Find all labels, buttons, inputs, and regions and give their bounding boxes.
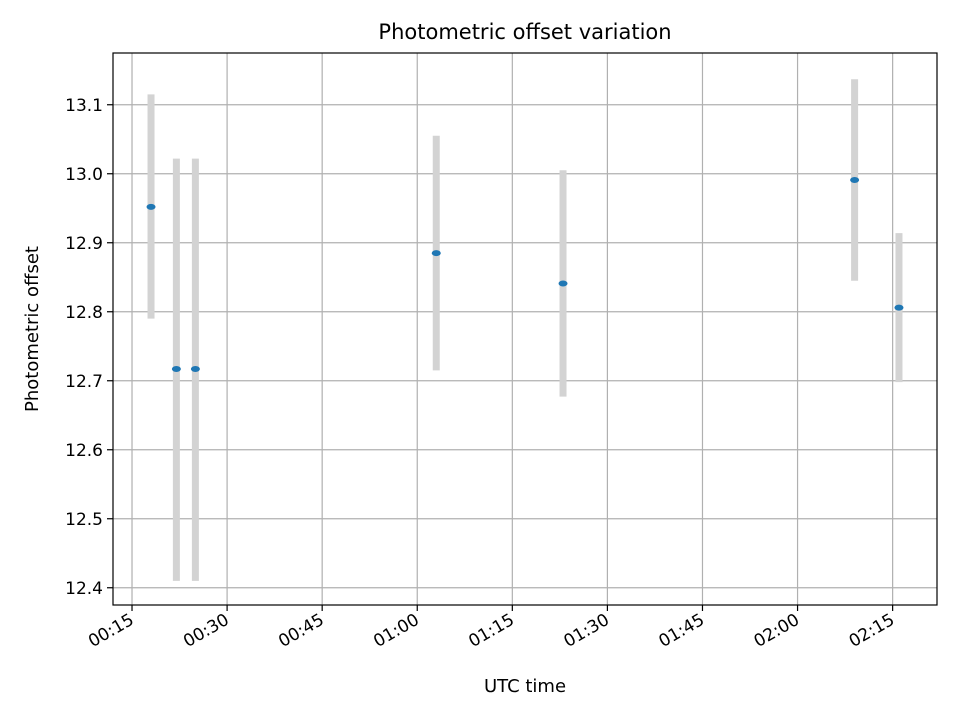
data-points — [146, 176, 904, 373]
y-axis-label: Photometric offset — [22, 246, 43, 412]
data-point — [850, 176, 860, 183]
x-tick-label: 00:15 — [85, 610, 137, 652]
chart-title: Photometric offset variation — [378, 20, 671, 44]
data-point — [190, 366, 200, 373]
y-axis-ticks: 12.4 12.5 12.6 12.7 12.8 12.9 13.0 13.1 — [65, 96, 113, 599]
grid-lines — [113, 53, 937, 605]
data-point — [146, 203, 156, 210]
data-point — [171, 366, 181, 373]
y-tick-label: 13.0 — [65, 165, 103, 185]
x-tick-label: 02:00 — [751, 610, 803, 652]
x-tick-label: 01:00 — [370, 610, 422, 652]
error-bars — [147, 79, 903, 581]
x-tick-label: 01:45 — [656, 610, 708, 652]
x-tick-label: 01:15 — [465, 610, 517, 652]
x-tick-label: 01:30 — [560, 610, 612, 652]
x-axis-label: UTC time — [484, 676, 566, 697]
y-tick-label: 12.4 — [65, 579, 103, 599]
x-tick-label: 02:15 — [846, 610, 898, 652]
plot-frame — [112, 52, 938, 606]
y-tick-label: 12.6 — [65, 441, 103, 461]
data-point — [558, 280, 568, 287]
data-point — [894, 304, 904, 311]
y-tick-label: 12.8 — [65, 303, 103, 323]
x-axis-ticks: 00:15 00:30 00:45 01:00 01:15 01:30 01:45 02:00… — [85, 605, 898, 652]
y-tick-label: 13.1 — [65, 96, 103, 116]
y-tick-label: 12.9 — [65, 234, 103, 254]
data-point — [431, 250, 441, 257]
x-tick-label: 00:30 — [180, 610, 232, 652]
x-tick-label: 00:45 — [275, 610, 327, 652]
y-tick-label: 12.7 — [65, 372, 103, 392]
y-tick-label: 12.5 — [65, 510, 103, 530]
